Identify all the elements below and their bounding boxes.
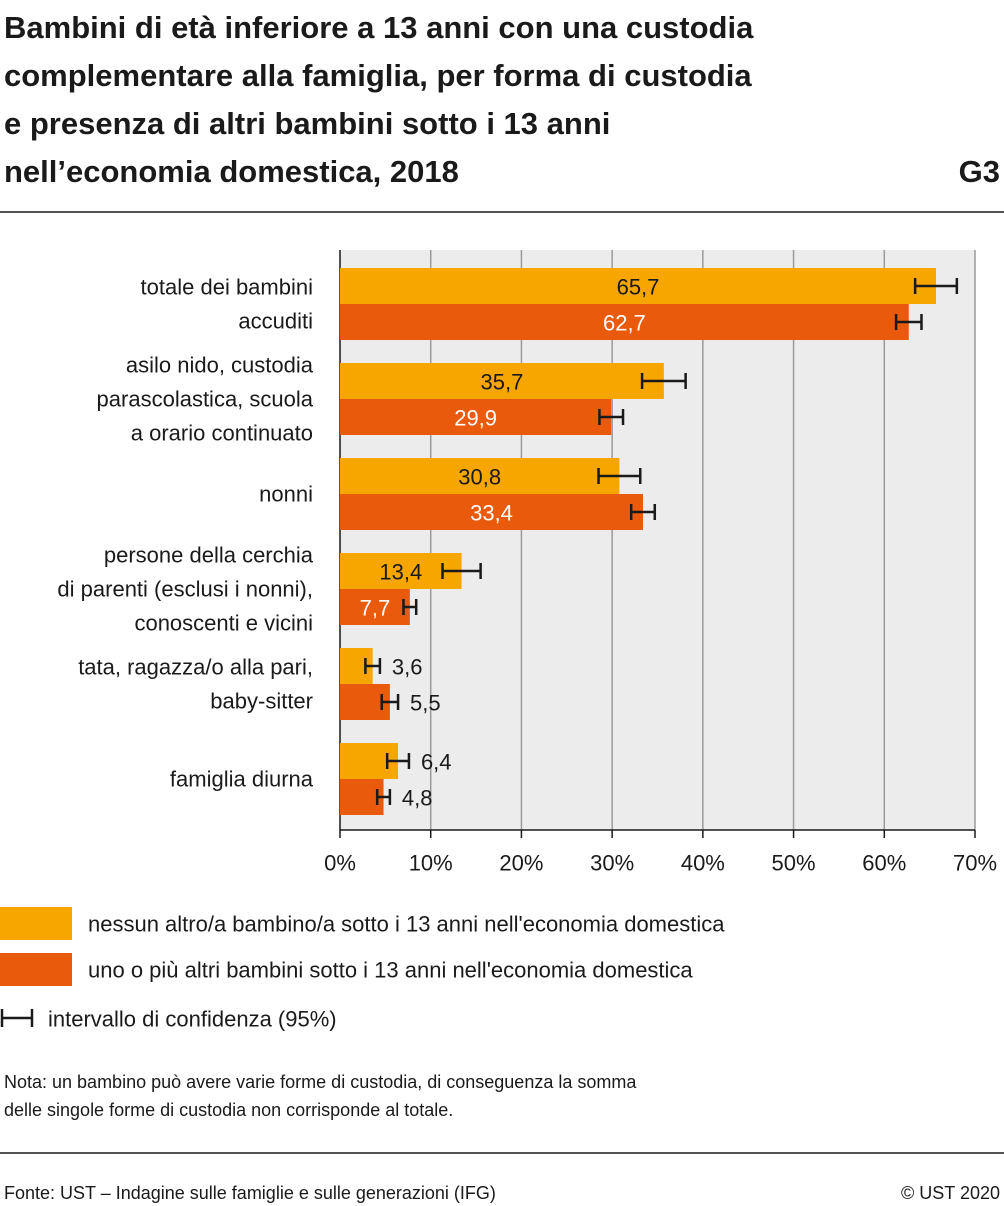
legend-swatch xyxy=(0,953,72,986)
y-tick-label: tata, ragazza/o alla pari, xyxy=(78,655,313,680)
x-tick-label: 70% xyxy=(953,851,997,876)
bar xyxy=(340,399,612,435)
data-label: 62,7 xyxy=(603,311,646,336)
data-label: 29,9 xyxy=(454,406,497,431)
plot-background xyxy=(340,250,975,830)
bar xyxy=(340,589,410,625)
x-tick-label: 20% xyxy=(499,851,543,876)
legend-error-icon xyxy=(0,1009,34,1027)
bar xyxy=(340,268,936,304)
bar xyxy=(340,458,620,494)
note: Nota: un bambino può avere varie forme d… xyxy=(4,1072,637,1092)
x-tick-label: 60% xyxy=(862,851,906,876)
note: delle singole forme di custodia non corr… xyxy=(4,1100,453,1120)
legend-label: nessun altro/a bambino/a sotto i 13 anni… xyxy=(88,912,725,937)
y-tick-label: asilo nido, custodia xyxy=(126,353,314,378)
y-tick-label: persone della cerchia xyxy=(104,543,314,568)
copyright: © UST 2020 xyxy=(901,1183,1000,1203)
x-tick-label: 50% xyxy=(772,851,816,876)
x-tick-label: 30% xyxy=(590,851,634,876)
data-label: 5,5 xyxy=(410,691,441,716)
data-label: 13,4 xyxy=(379,560,422,585)
bar xyxy=(340,494,643,530)
y-tick-label: a orario continuato xyxy=(131,421,313,446)
data-label: 35,7 xyxy=(481,370,524,395)
data-label: 65,7 xyxy=(617,275,660,300)
legend-label: intervallo di confidenza (95%) xyxy=(48,1007,337,1032)
x-tick-label: 10% xyxy=(409,851,453,876)
chart-title: Bambini di età inferiore a 13 anni con u… xyxy=(4,10,754,45)
legend-label: uno o più altri bambini sotto i 13 anni … xyxy=(88,958,693,983)
y-tick-label: famiglia diurna xyxy=(170,767,314,792)
data-label: 33,4 xyxy=(470,501,513,526)
source: Fonte: UST – Indagine sulle famiglie e s… xyxy=(4,1183,496,1203)
chart-title: nell’economia domestica, 2018 xyxy=(4,154,459,189)
data-label: 7,7 xyxy=(360,596,391,621)
data-label: 6,4 xyxy=(421,750,452,775)
chart-title: e presenza di altri bambini sotto i 13 a… xyxy=(4,106,610,141)
bar xyxy=(340,363,664,399)
data-label: 4,8 xyxy=(402,786,433,811)
data-label: 3,6 xyxy=(392,655,423,680)
y-tick-label: nonni xyxy=(259,482,313,507)
x-tick-label: 40% xyxy=(681,851,725,876)
bar xyxy=(340,304,909,340)
chart-title: complementare alla famiglia, per forma d… xyxy=(4,58,752,93)
y-tick-label: conoscenti e vicini xyxy=(134,611,313,636)
y-tick-label: totale dei bambini xyxy=(141,275,313,300)
data-label: 30,8 xyxy=(458,465,501,490)
y-tick-label: di parenti (esclusi i nonni), xyxy=(57,577,313,602)
legend-swatch xyxy=(0,907,72,940)
y-tick-label: parascolastica, scuola xyxy=(97,387,314,412)
chart-code: G3 xyxy=(959,154,1000,189)
x-tick-label: 0% xyxy=(324,851,356,876)
y-tick-label: baby-sitter xyxy=(210,689,313,714)
y-tick-label: accuditi xyxy=(238,309,313,334)
